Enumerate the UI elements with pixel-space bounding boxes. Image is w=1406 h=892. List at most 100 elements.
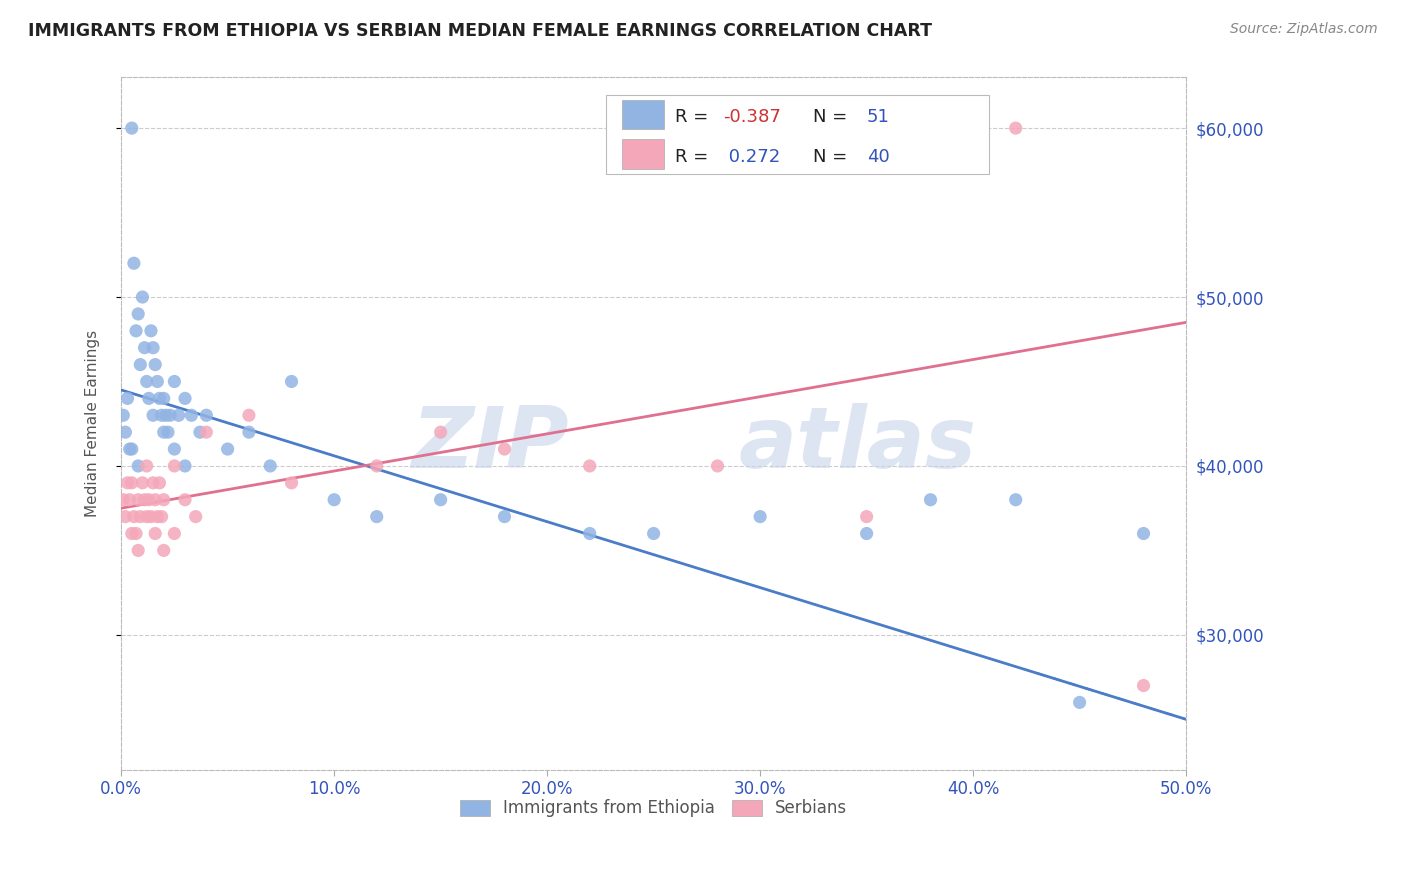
Point: [143, 358, 166, 372]
Point: [142, 409, 165, 423]
Point: [184, 509, 207, 524]
Point: [127, 543, 149, 558]
Point: [188, 425, 211, 439]
Point: [578, 526, 600, 541]
Point: [152, 543, 174, 558]
Point: [323, 492, 346, 507]
Point: [429, 492, 451, 507]
Point: [127, 492, 149, 507]
Y-axis label: Median Female Earnings: Median Female Earnings: [86, 330, 100, 517]
FancyBboxPatch shape: [621, 100, 664, 128]
Point: [150, 509, 173, 524]
Text: N =: N =: [813, 108, 853, 126]
Point: [121, 442, 143, 456]
Point: [121, 121, 143, 136]
Point: [217, 442, 239, 456]
Point: [174, 392, 197, 406]
Text: -0.387: -0.387: [723, 108, 780, 126]
Text: 40: 40: [866, 148, 890, 166]
Point: [143, 492, 166, 507]
Point: [1069, 695, 1091, 709]
Point: [127, 458, 149, 473]
Point: [1132, 526, 1154, 541]
Point: [125, 324, 148, 338]
Point: [167, 409, 190, 423]
Point: [134, 341, 156, 355]
Point: [152, 425, 174, 439]
Point: [1132, 679, 1154, 693]
Point: [1004, 121, 1026, 136]
Point: [152, 392, 174, 406]
Point: [138, 492, 160, 507]
Text: IMMIGRANTS FROM ETHIOPIA VS SERBIAN MEDIAN FEMALE EARNINGS CORRELATION CHART: IMMIGRANTS FROM ETHIOPIA VS SERBIAN MEDI…: [28, 22, 932, 40]
Point: [118, 492, 141, 507]
Text: N =: N =: [813, 148, 853, 166]
Point: [259, 458, 281, 473]
Point: [150, 409, 173, 423]
Point: [152, 492, 174, 507]
Point: [117, 475, 139, 490]
Point: [280, 375, 302, 389]
Point: [155, 409, 177, 423]
Point: [174, 458, 197, 473]
Point: [146, 509, 169, 524]
Point: [706, 458, 728, 473]
Point: [138, 392, 160, 406]
Point: [163, 458, 186, 473]
Point: [280, 475, 302, 490]
Text: R =: R =: [675, 148, 714, 166]
Point: [114, 425, 136, 439]
Point: [643, 526, 665, 541]
Point: [139, 509, 162, 524]
Text: R =: R =: [675, 108, 714, 126]
Point: [366, 509, 388, 524]
Point: [142, 341, 165, 355]
Point: [195, 425, 218, 439]
Point: [494, 442, 516, 456]
Point: [749, 509, 772, 524]
Point: [429, 425, 451, 439]
Point: [121, 526, 143, 541]
Text: atlas: atlas: [738, 403, 977, 486]
Point: [156, 425, 179, 439]
Point: [122, 509, 145, 524]
Point: [366, 458, 388, 473]
Point: [146, 375, 169, 389]
Point: [114, 509, 136, 524]
Point: [174, 492, 197, 507]
Point: [180, 409, 202, 423]
Text: 51: 51: [866, 108, 890, 126]
Legend: Immigrants from Ethiopia, Serbians: Immigrants from Ethiopia, Serbians: [453, 793, 853, 824]
Point: [195, 409, 218, 423]
Point: [112, 492, 135, 507]
Point: [159, 409, 181, 423]
Point: [121, 475, 143, 490]
Point: [127, 307, 149, 321]
Point: [129, 509, 152, 524]
Point: [1004, 492, 1026, 507]
Point: [131, 475, 153, 490]
Point: [163, 375, 186, 389]
Point: [112, 409, 135, 423]
Point: [494, 509, 516, 524]
Text: 0.272: 0.272: [723, 148, 780, 166]
Point: [163, 526, 186, 541]
Text: Source: ZipAtlas.com: Source: ZipAtlas.com: [1230, 22, 1378, 37]
Point: [135, 458, 157, 473]
Point: [131, 290, 153, 304]
Point: [118, 442, 141, 456]
Point: [143, 526, 166, 541]
Point: [238, 409, 260, 423]
Point: [578, 458, 600, 473]
FancyBboxPatch shape: [606, 95, 988, 175]
Text: ZIP: ZIP: [411, 403, 568, 486]
Point: [920, 492, 942, 507]
Point: [148, 475, 170, 490]
Point: [117, 392, 139, 406]
Point: [139, 324, 162, 338]
Point: [148, 392, 170, 406]
Point: [134, 492, 156, 507]
Point: [855, 509, 877, 524]
Point: [125, 526, 148, 541]
Point: [122, 256, 145, 270]
